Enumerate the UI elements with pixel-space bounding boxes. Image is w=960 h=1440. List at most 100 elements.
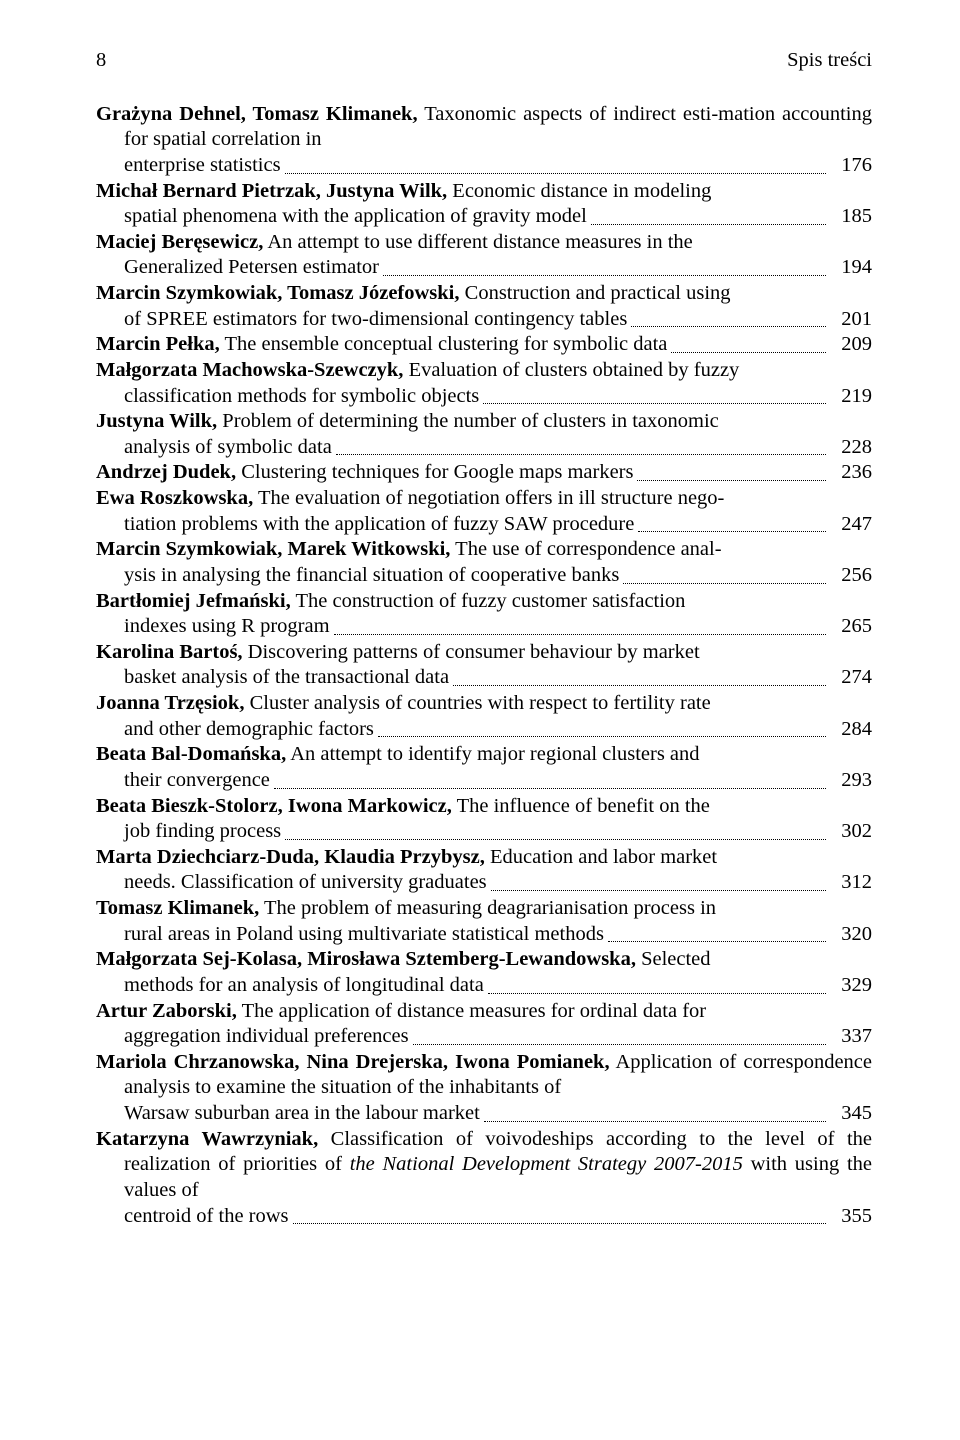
- toc-title-fragment: indexes using R program: [124, 614, 330, 640]
- toc-title-fragment: Evaluation of clusters obtained by fuzzy: [403, 359, 739, 381]
- toc-entry-text: Tomasz Klimanek, The problem of measurin…: [96, 896, 872, 922]
- toc-page-number: 209: [830, 332, 872, 358]
- dot-leader: [383, 275, 826, 276]
- toc-entry-lastline: Generalized Petersen estimator 194: [96, 255, 872, 281]
- toc-entry: Małgorzata Machowska-Szewczyk, Evaluatio…: [96, 358, 872, 409]
- toc-entry-text: Justyna Wilk, Problem of determining the…: [96, 409, 872, 435]
- toc-entry-text: Maciej Beręsewicz, An attempt to use dif…: [96, 230, 872, 256]
- toc-title-fragment: aggregation individual preferences: [124, 1024, 409, 1050]
- toc-entry: Marta Dziechciarz-Duda, Klaudia Przybysz…: [96, 845, 872, 896]
- dot-leader: [631, 326, 826, 327]
- toc-entry-lastline: Warsaw suburban area in the labour marke…: [96, 1101, 872, 1127]
- toc-author: Marcin Pełka,: [96, 333, 220, 355]
- toc-title-fragment: An attempt to identify major regional cl…: [286, 743, 699, 765]
- toc-author: Ewa Roszkowska,: [96, 487, 253, 509]
- toc-entry-text: Karolina Bartoś, Discovering patterns of…: [96, 640, 872, 666]
- toc-entry-lastline: methods for an analysis of longitudinal …: [96, 973, 872, 999]
- dot-leader: [453, 685, 826, 686]
- toc-entry-lastline: rural areas in Poland using multivariate…: [96, 922, 872, 948]
- toc-entry-lastline: and other demographic factors 284: [96, 717, 872, 743]
- toc-author: Marcin Szymkowiak, Marek Witkowski,: [96, 538, 450, 560]
- toc-page-number: 256: [830, 563, 872, 589]
- toc-title-fragment: Generalized Petersen estimator: [124, 255, 379, 281]
- toc-author: Grażyna Dehnel, Tomasz Klimanek,: [96, 103, 418, 125]
- toc-title-fragment: Cluster analysis of countries with respe…: [244, 692, 710, 714]
- toc-title-fragment: of SPREE estimators for two-dimensional …: [124, 307, 627, 333]
- toc-entry-lastline: tiation problems with the application of…: [96, 512, 872, 538]
- toc-entry-lastline: needs. Classification of university grad…: [96, 870, 872, 896]
- toc-title-fragment: methods for an analysis of longitudinal …: [124, 973, 484, 999]
- toc-entry: Beata Bal-Domańska, An attempt to identi…: [96, 742, 872, 793]
- toc-entry: Maciej Beręsewicz, An attempt to use dif…: [96, 230, 872, 281]
- toc-entry-lastline: indexes using R program265: [96, 614, 872, 640]
- toc-author: Andrzej Dudek,: [96, 461, 236, 483]
- toc-author: Katarzyna Wawrzyniak,: [96, 1128, 318, 1150]
- dot-leader: [491, 890, 826, 891]
- toc-entry-lastline: spatial phenomena with the application o…: [96, 204, 872, 230]
- toc-entry-lastline: of SPREE estimators for two-dimensional …: [96, 307, 872, 333]
- toc-author: Mariola Chrzanowska, Nina Drejerska, Iwo…: [96, 1051, 610, 1073]
- toc-title-fragment: classification methods for symbolic obje…: [124, 384, 479, 410]
- toc-entry-lastline: analysis of symbolic data228: [96, 435, 872, 461]
- toc-title-fragment: rural areas in Poland using multivariate…: [124, 922, 604, 948]
- toc-title-fragment: The influence of benefit on the: [452, 795, 710, 817]
- toc-author: Małgorzata Machowska-Szewczyk,: [96, 359, 403, 381]
- toc-entry-text: Ewa Roszkowska, The evaluation of negoti…: [96, 486, 872, 512]
- toc-entry: Andrzej Dudek, Clustering techniques for…: [96, 460, 872, 486]
- toc-page-number: 219: [830, 384, 872, 410]
- toc-entry: Marcin Szymkowiak, Tomasz Józefowski, Co…: [96, 281, 872, 332]
- page-header: 8 Spis treści: [96, 48, 872, 74]
- dot-leader: [637, 480, 826, 481]
- toc-title-fragment: Clustering techniques for Google maps ma…: [236, 461, 633, 483]
- toc-title-fragment: their convergence: [124, 768, 270, 794]
- table-of-contents: Grażyna Dehnel, Tomasz Klimanek, Taxonom…: [96, 102, 872, 1230]
- toc-entry-text: Beata Bieszk-Stolorz, Iwona Markowicz, T…: [96, 794, 872, 820]
- toc-page-number: 293: [830, 768, 872, 794]
- dot-leader: [293, 1223, 826, 1224]
- toc-entry: Justyna Wilk, Problem of determining the…: [96, 409, 872, 460]
- toc-title-fragment: job finding process: [124, 819, 281, 845]
- toc-title-fragment: The use of correspondence anal-: [450, 538, 721, 560]
- toc-page-number: 274: [830, 665, 872, 691]
- toc-title-fragment: Discovering patterns of consumer behavio…: [243, 641, 700, 663]
- toc-title-fragment: and other demographic factors: [124, 717, 374, 743]
- toc-page-number: 329: [830, 973, 872, 999]
- dot-leader: [671, 352, 826, 353]
- toc-author: Beata Bal-Domańska,: [96, 743, 286, 765]
- toc-title-fragment: Selected: [636, 948, 711, 970]
- toc-entry-text: Artur Zaborski, The application of dista…: [96, 999, 872, 1025]
- toc-entry: Grażyna Dehnel, Tomasz Klimanek, Taxonom…: [96, 102, 872, 179]
- toc-title-fragment: Education and labor market: [485, 846, 717, 868]
- toc-author: Małgorzata Sej-Kolasa, Mirosława Sztembe…: [96, 948, 636, 970]
- toc-title-fragment: analysis of symbolic data: [124, 435, 332, 461]
- toc-entry: Marcin Szymkowiak, Marek Witkowski, The …: [96, 537, 872, 588]
- toc-entry-line: Andrzej Dudek, Clustering techniques for…: [96, 460, 872, 486]
- toc-entry-lastline: job finding process302: [96, 819, 872, 845]
- toc-author: Marta Dziechciarz-Duda, Klaudia Przybysz…: [96, 846, 485, 868]
- toc-entry-line: Marcin Pełka, The ensemble conceptual cl…: [96, 332, 872, 358]
- toc-author: Marcin Szymkowiak, Tomasz Józefowski,: [96, 282, 460, 304]
- toc-entry-text: Małgorzata Sej-Kolasa, Mirosława Sztembe…: [96, 947, 872, 973]
- toc-title-fragment: An attempt to use different distance mea…: [263, 231, 692, 253]
- toc-entry-text: Beata Bal-Domańska, An attempt to identi…: [96, 742, 872, 768]
- toc-entry-text: Michał Bernard Pietrzak, Justyna Wilk, E…: [96, 179, 872, 205]
- page-number: 8: [96, 48, 106, 74]
- toc-entry: Katarzyna Wawrzyniak, Classification of …: [96, 1127, 872, 1230]
- toc-author: Joanna Trzęsiok,: [96, 692, 244, 714]
- toc-entry-text: Małgorzata Machowska-Szewczyk, Evaluatio…: [96, 358, 872, 384]
- toc-page-number: 284: [830, 717, 872, 743]
- toc-title-fragment: The construction of fuzzy customer satis…: [291, 590, 686, 612]
- toc-entry-text: Katarzyna Wawrzyniak, Classification of …: [96, 1127, 872, 1204]
- toc-author: Maciej Beręsewicz,: [96, 231, 263, 253]
- running-head: Spis treści: [787, 48, 872, 74]
- toc-title-fragment: The ensemble conceptual clustering for s…: [220, 333, 668, 355]
- toc-title-fragment: needs. Classification of university grad…: [124, 870, 487, 896]
- toc-entry: Małgorzata Sej-Kolasa, Mirosława Sztembe…: [96, 947, 872, 998]
- toc-title-fragment: Construction and practical using: [460, 282, 731, 304]
- toc-page-number: 194: [830, 255, 872, 281]
- dot-leader: [608, 941, 826, 942]
- toc-title-fragment: The application of distance measures for…: [237, 1000, 706, 1022]
- toc-author: Bartłomiej Jefmański,: [96, 590, 291, 612]
- toc-entry-text: Marta Dziechciarz-Duda, Klaudia Przybysz…: [96, 845, 872, 871]
- toc-entry-lastline: enterprise statistics176: [96, 153, 872, 179]
